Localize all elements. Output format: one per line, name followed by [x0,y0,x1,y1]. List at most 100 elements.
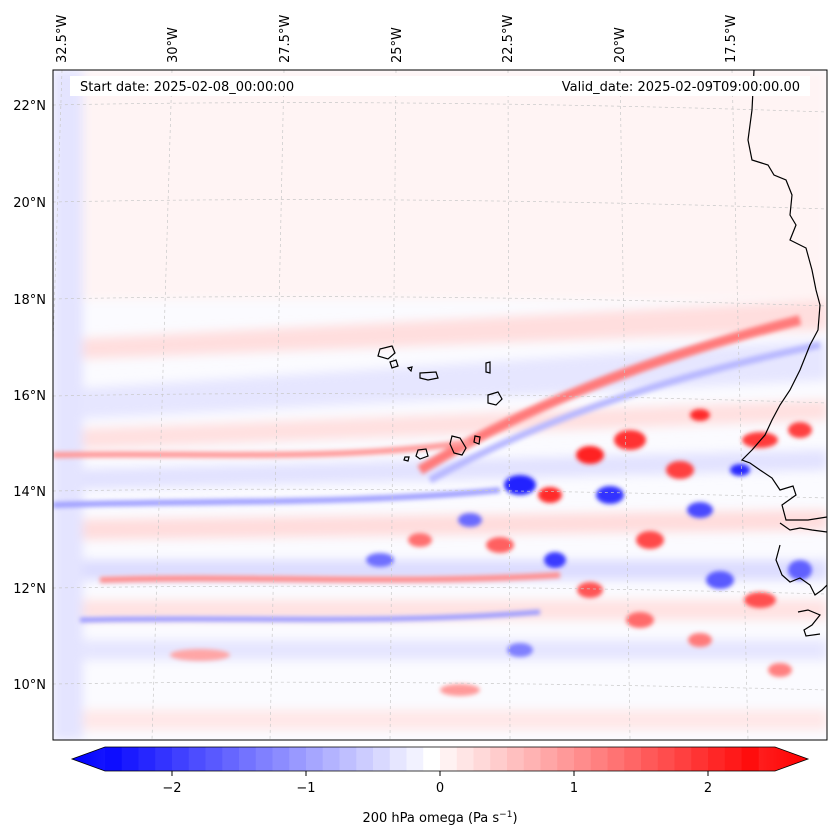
colorbar-band [272,747,290,771]
colorbar-band [255,747,273,771]
longitude-labels: 32.5°W 30°W 27.5°W 25°W 22.5°W 20°W 17.5… [55,15,739,63]
lon-label: 32.5°W [55,15,70,63]
gridline-lat [53,393,827,404]
colorbar-band [172,747,190,771]
colorbar-band [306,747,324,771]
colorbar-bands [105,747,759,771]
gridline-lat [53,585,827,595]
colorbar-band [222,747,240,771]
map-frame [52,69,828,741]
santiago-island [449,435,467,456]
boa-vista-island [487,391,503,406]
colorbar-tick-label: −1 [296,781,315,796]
colorbar-label: 200 hPa omega (Pa s−1) [362,810,517,826]
lon-label: 22.5°W [501,15,516,63]
omega-field [53,70,827,740]
colorbar-band [674,747,692,771]
sao-vicente-island [389,359,399,369]
colorbar-band [724,747,742,771]
colorbar-band [657,747,675,771]
colorbar-band [507,747,525,771]
lon-label: 30°W [166,27,181,63]
valid-date-label: Valid_date: 2025-02-09T09:00:00.00 [562,80,800,95]
colorbar-tick-label: −2 [162,781,181,796]
gridline-lat [53,488,827,499]
gridline-lon [389,70,397,740]
colorbar-band [490,747,508,771]
colorbar-band [456,747,474,771]
santa-luzia-island [406,366,413,373]
colorbar-band [356,747,374,771]
colorbar-band [708,747,726,771]
omega-features [53,315,821,696]
colorbar-band [105,747,123,771]
colorbar-band [590,747,608,771]
colorbar-band [423,747,441,771]
colorbar-band [205,747,223,771]
colorbar-band [138,747,156,771]
colorbar-band [574,747,592,771]
gridline-lon [269,70,285,740]
graticule [53,70,827,740]
colorbar-label-main: 200 hPa omega (Pa s [362,811,499,826]
colorbar-band [339,747,357,771]
lon-label: 20°W [613,27,628,63]
gridline-lat [53,102,827,113]
guinea-bissau-coast [775,544,827,596]
colorbar-band [607,747,625,771]
colorbar-band [239,747,257,771]
gridline-lat [53,681,827,691]
colorbar-band [624,747,642,771]
lon-label: 17.5°W [724,15,739,63]
omega-background-bands [53,70,827,740]
colorbar-band [473,747,491,771]
sal-island [485,361,491,374]
lat-label: 20°N [13,196,46,211]
lat-label: 22°N [13,99,46,114]
lat-label: 10°N [13,678,46,693]
gridline-lon [151,70,173,740]
colorbar-band [155,747,173,771]
colorbar-band [641,747,659,771]
sao-nicolau-island [419,371,439,381]
gridline-lat [53,296,827,307]
map-panel: Start date: 2025-02-08_00:00:00 Valid_da… [52,69,828,741]
colorbar-tick-label: 1 [570,781,578,796]
maio-island [473,435,481,445]
colorbar-band [188,747,206,771]
colorbar-tick-label: 2 [704,781,712,796]
lat-label: 14°N [13,485,46,500]
colorbar-outline [70,746,810,772]
colorbar-label-exponent: −1 [499,810,512,820]
lat-label: 18°N [13,293,46,308]
gambia-coast [779,522,827,533]
brava-island [403,456,410,462]
colorbar-band [523,747,541,771]
colorbar-band [440,747,458,771]
colorbar-band [406,747,424,771]
colorbar-band [557,747,575,771]
coastlines [377,70,827,637]
colorbar-band [741,747,759,771]
gridline-lon [731,70,749,740]
colorbar-band [540,747,558,771]
gridline-lon [619,70,631,740]
start-date-label: Start date: 2025-02-08_00:00:00 [80,80,294,95]
lat-label: 16°N [13,389,46,404]
header-box [70,76,810,96]
gridline-lat [53,199,827,210]
colorbar-band [373,747,391,771]
gridline-lon [507,70,511,740]
latitude-labels: 22°N 20°N 18°N 16°N 14°N 12°N 10°N [13,99,46,693]
west-africa-coast [740,70,827,521]
colorbar-band [389,747,407,771]
colorbar-band [691,747,709,771]
colorbar-ticks [171,771,709,776]
colorbar-band [322,747,340,771]
lat-label: 12°N [13,582,46,597]
guinea-coast [797,609,821,637]
colorbar: −2 −1 0 1 2 200 hPa omega (Pa s−1) [70,746,810,826]
colorbar-label-close: ) [512,811,517,826]
fogo-island [415,448,429,460]
